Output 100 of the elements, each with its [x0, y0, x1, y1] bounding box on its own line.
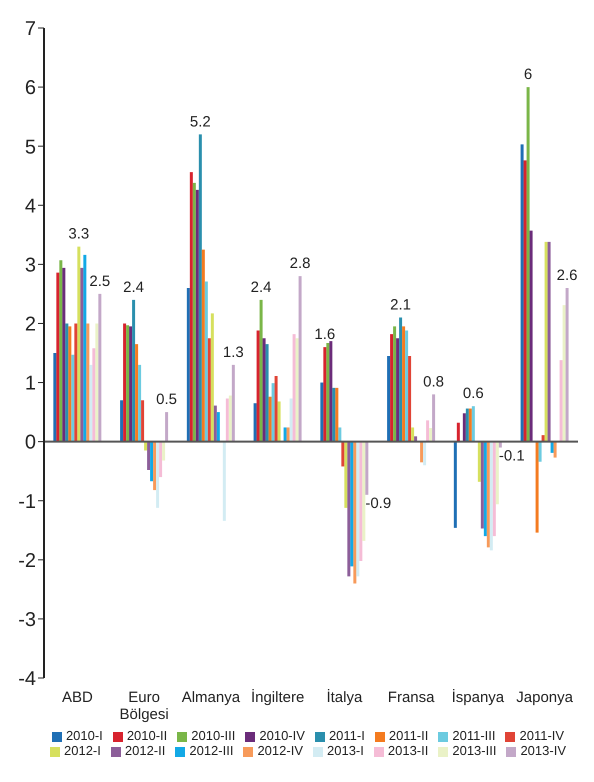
legend-label: 2012-III — [189, 743, 234, 758]
legend-label: 2010-III — [191, 728, 236, 743]
y-tick-label: -4 — [18, 668, 36, 690]
bar — [486, 442, 490, 548]
bar — [56, 272, 60, 442]
bar — [387, 356, 390, 442]
bar — [492, 442, 496, 536]
bar — [274, 376, 278, 442]
bar — [548, 242, 551, 442]
bar — [296, 338, 299, 442]
legend-label: 2012-I — [64, 743, 101, 758]
bar — [353, 442, 356, 584]
bar — [59, 260, 62, 442]
bar — [341, 442, 344, 466]
bar — [53, 353, 56, 442]
bar — [260, 300, 263, 442]
bar — [408, 356, 412, 442]
bar — [298, 276, 302, 442]
bar — [147, 442, 150, 470]
bar — [550, 442, 554, 453]
bar — [156, 442, 160, 508]
bar — [526, 87, 530, 442]
legend-label: 2013-II — [388, 743, 428, 758]
bar — [98, 294, 102, 442]
bar — [344, 442, 348, 508]
bar — [411, 427, 414, 442]
bar — [356, 442, 360, 576]
bar — [429, 428, 432, 442]
y-tick-label: 3 — [24, 254, 36, 276]
bar — [138, 364, 142, 442]
bar — [566, 288, 569, 442]
legend-label: 2010-I — [66, 728, 103, 743]
bar — [222, 442, 226, 521]
bar — [226, 398, 229, 442]
legend-label: 2011-III — [452, 728, 496, 743]
legend-label: 2010-II — [126, 728, 168, 743]
bar — [338, 427, 342, 442]
bar — [135, 344, 138, 442]
bar — [186, 288, 190, 442]
bar — [123, 323, 126, 442]
bar — [423, 442, 426, 466]
legend-label: 2012-II — [124, 743, 166, 758]
bar — [538, 442, 542, 462]
bar — [262, 338, 266, 442]
bar — [420, 442, 424, 462]
bar — [65, 323, 68, 442]
bar — [405, 330, 408, 442]
y-tick-label: -3 — [18, 609, 36, 632]
bar — [399, 318, 402, 442]
data-label: 5.2 — [190, 113, 211, 130]
bar — [77, 246, 80, 442]
x-tick-label: ABD — [62, 689, 93, 706]
data-label: -0.1 — [498, 448, 525, 465]
data-label: 2.5 — [89, 272, 110, 290]
x-tick-label: Japonya — [516, 689, 574, 706]
bar — [162, 442, 166, 461]
y-tick-label: 5 — [24, 136, 36, 158]
bar — [323, 347, 326, 442]
bar — [426, 420, 430, 442]
bar — [496, 442, 499, 504]
bar — [204, 282, 208, 442]
bar — [272, 383, 275, 442]
bar — [150, 442, 154, 482]
data-label: 2.4 — [123, 278, 144, 296]
x-tick-label: İspanya — [452, 688, 505, 706]
bar — [286, 427, 290, 442]
y-tick-label: 1 — [24, 372, 36, 395]
bar — [153, 442, 156, 490]
bar — [74, 323, 78, 442]
y-tick-label: 4 — [24, 195, 36, 218]
y-tick-label: 6 — [24, 77, 36, 100]
data-label: 1.3 — [222, 344, 244, 361]
bar — [95, 323, 98, 442]
legend-label: 2010-IV — [259, 728, 305, 743]
bar — [560, 360, 563, 442]
bar — [165, 412, 168, 442]
bar — [359, 442, 362, 561]
x-tick-label: İtalya — [326, 688, 363, 706]
bar — [129, 326, 132, 442]
bar — [198, 134, 202, 442]
bar — [192, 182, 196, 442]
legend-label: 2013-IV — [520, 743, 566, 758]
bar — [83, 254, 86, 442]
bar — [472, 406, 475, 442]
bar — [141, 400, 144, 442]
bar — [432, 394, 436, 442]
bar — [196, 190, 199, 442]
bar — [214, 406, 217, 442]
bar — [454, 442, 457, 528]
x-tick-label: Euro Bölgesi — [120, 689, 169, 723]
bar — [210, 313, 214, 442]
bar — [290, 398, 293, 442]
data-label: 3.3 — [68, 226, 90, 243]
bar — [256, 330, 260, 442]
bar — [86, 323, 90, 442]
data-label: 1.6 — [314, 326, 336, 344]
bar — [254, 403, 257, 442]
bar — [456, 422, 460, 442]
data-label: 0.8 — [423, 373, 444, 390]
data-label: -0.9 — [365, 494, 392, 512]
